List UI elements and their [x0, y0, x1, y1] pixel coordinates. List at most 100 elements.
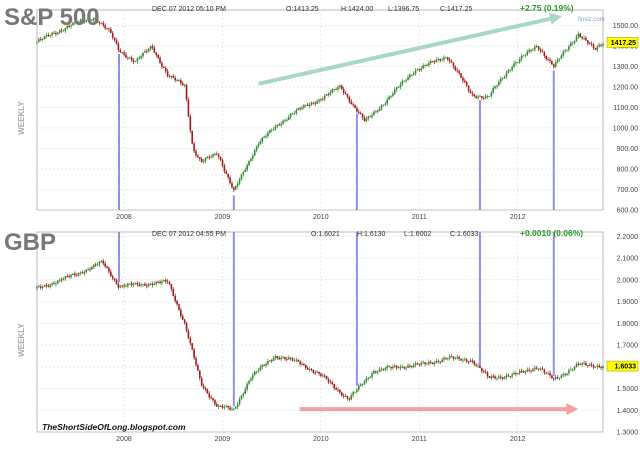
gbp-candle-body	[469, 360, 472, 363]
gbp-candle-body	[456, 357, 459, 359]
gbp-candle-body	[325, 375, 328, 380]
gbp-candle-body	[138, 284, 141, 286]
gbp-candle-body	[534, 367, 536, 370]
gbp-candle-body	[535, 367, 538, 369]
sp500-candle-body	[123, 52, 125, 55]
gbp-candle-body	[265, 364, 267, 366]
sp500-candle-body	[170, 75, 173, 77]
gbp-candle-body	[393, 365, 396, 367]
sp500-candle-body	[180, 80, 182, 84]
sp500-candle-body	[411, 74, 413, 76]
sp500-candle-body	[119, 49, 122, 53]
gbp-candle-body	[441, 359, 443, 363]
sp500-candle-body	[106, 28, 108, 30]
sp500-x-tick-label: 2012	[510, 214, 526, 221]
gbp-candle-body	[348, 398, 351, 400]
sp500-candle-body	[314, 103, 317, 105]
sp500-candle-body	[388, 96, 390, 100]
sp500-candle-body	[441, 59, 443, 61]
sp500-candle-body	[333, 89, 335, 91]
sp500-candle-body	[261, 137, 264, 142]
sp500-y-tick-labels: 1500.001400.001300.001200.001100.001000.…	[613, 23, 638, 215]
gbp-candle-body	[284, 357, 286, 360]
gbp-candle-body	[221, 405, 224, 408]
gbp-candle-body	[554, 377, 557, 379]
gbp-candle-body	[498, 376, 500, 379]
gbp-candle-body	[390, 367, 392, 369]
gbp-candles	[36, 258, 604, 412]
sp500-candle-body	[371, 115, 373, 117]
gbp-candle-body	[183, 319, 186, 323]
sp500-candle-body	[384, 103, 387, 105]
sp500-gridlines	[37, 10, 603, 211]
sp500-candle-body	[397, 87, 400, 88]
gbp-candle-body	[301, 364, 303, 365]
gbp-candle-body	[43, 285, 46, 287]
gbp-candle-body	[225, 405, 228, 408]
sp500-candle-body	[68, 26, 70, 27]
gbp-candle-body	[431, 362, 434, 364]
gbp-candle-body	[481, 368, 483, 372]
gbp-candle-body	[411, 366, 413, 367]
sp500-candle-body	[479, 96, 481, 98]
gbp-candle-body	[202, 385, 205, 388]
gbp-candle-body	[547, 372, 549, 374]
sp500-candle-body	[128, 57, 131, 59]
sp500-candle-body	[428, 62, 430, 66]
sp500-candle-body	[494, 86, 496, 89]
sp500-close: C:1417.25	[440, 6, 472, 13]
gbp-candle-body	[210, 397, 212, 399]
gbp-candle-body	[445, 358, 447, 359]
sp500-candle-body	[545, 55, 548, 60]
gbp-candle-body	[96, 264, 99, 266]
gbp-candle-body	[329, 381, 332, 383]
gbp-candle-body	[346, 396, 349, 399]
sp500-candle-body	[183, 84, 186, 86]
gbp-candle-body	[428, 361, 430, 364]
sp500-candle-body	[416, 69, 419, 71]
sp500-candle-body	[136, 58, 139, 62]
gbp-candle-body	[77, 273, 80, 276]
gbp-candle-body	[339, 389, 341, 393]
sp500-candle-body	[454, 66, 457, 71]
sp500-candle-body	[212, 154, 214, 157]
gbp-candle-body	[75, 275, 78, 276]
sp500-candle-body	[265, 136, 267, 137]
gbp-candle-body	[278, 357, 281, 360]
gbp-candle-body	[314, 372, 317, 374]
sp500-candle-body	[74, 21, 76, 23]
gbp-candle-body	[58, 279, 61, 281]
gbp-marker-lines	[118, 232, 555, 407]
sp500-candle-body	[291, 113, 294, 115]
gbp-candle-body	[74, 273, 76, 276]
sp500-ylabel: WEEKLY	[17, 101, 26, 135]
sp500-candle-body	[543, 52, 546, 56]
sp500-candle-body	[255, 146, 258, 151]
sp500-candle-body	[373, 111, 375, 116]
sp500-candle-body	[520, 55, 523, 60]
gbp-candle-body	[45, 285, 48, 287]
gbp-candle-body	[471, 360, 474, 362]
gbp-candle-body	[594, 366, 597, 368]
gbp-low: L:1.6002	[404, 231, 431, 238]
gbp-candle-body	[55, 283, 57, 285]
sp500-candle-body	[238, 179, 241, 184]
gbp-candle-body	[83, 272, 86, 274]
gbp-candle-body	[272, 358, 275, 361]
sp500-open: O:1413.25	[286, 6, 319, 13]
sp500-candle-body	[535, 46, 538, 47]
sp500-candle-body	[465, 82, 468, 86]
sp500-candle-body	[72, 22, 74, 26]
gbp-candle-body	[340, 392, 343, 396]
gbp-candle-body	[289, 357, 292, 359]
gbp-candle-body	[473, 361, 476, 365]
gbp-candle-body	[602, 366, 604, 369]
gbp-candle-body	[335, 387, 337, 390]
sp500-candle-body	[92, 17, 95, 21]
sp500-candle-body	[145, 51, 148, 53]
gbp-candle-body	[422, 362, 424, 364]
sp500-candle-body	[524, 54, 527, 56]
gbp-candle-body	[528, 369, 530, 371]
sp500-candle-body	[401, 81, 404, 85]
